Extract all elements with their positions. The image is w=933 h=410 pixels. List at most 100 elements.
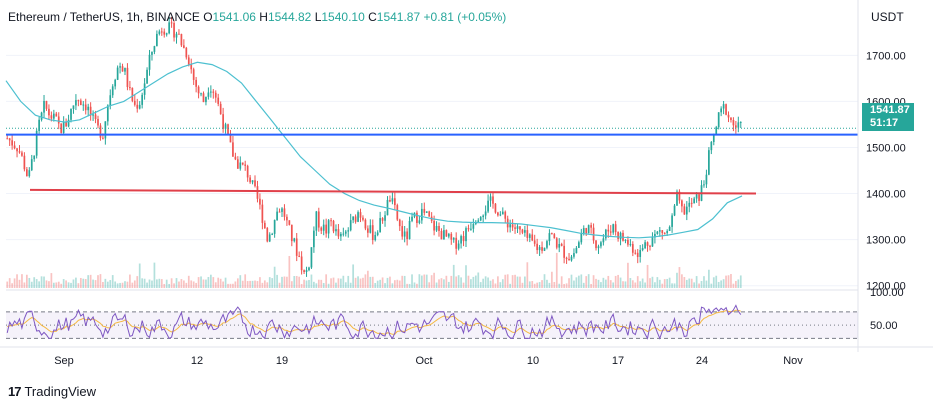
volume-bar [340, 278, 342, 288]
tradingview-logo-icon: 17 [8, 384, 22, 399]
candle-body [340, 233, 342, 237]
candle-body [531, 234, 534, 241]
volume-bar [577, 275, 580, 288]
x-tick-label: 12 [191, 355, 203, 367]
volume-bar [50, 273, 53, 288]
candle-body [423, 208, 426, 213]
candle-body [524, 230, 526, 233]
candle-body [349, 220, 352, 231]
candle-body [222, 114, 224, 129]
candle-body [212, 91, 215, 93]
rsi-tick-label: 50.00 [870, 320, 898, 332]
candle-body [649, 245, 651, 247]
volume-bar [609, 280, 612, 288]
candle-body [666, 231, 669, 234]
volume-bar [666, 278, 669, 288]
volume-bar [109, 280, 112, 288]
volume-bar [627, 262, 629, 288]
candle-body [568, 258, 570, 261]
volume-bar [205, 279, 207, 288]
candle-body [202, 93, 205, 103]
candle-body [77, 100, 80, 102]
candle-body [165, 33, 168, 35]
volume-bar [651, 276, 654, 288]
volume-bar [703, 276, 705, 288]
candle-body [158, 31, 161, 34]
volume-bar [536, 282, 539, 288]
candle-body [219, 103, 222, 115]
volume-bar [254, 280, 256, 288]
rsi-tick-label: 100.00 [870, 287, 904, 299]
candle-body [641, 248, 644, 251]
volume-bar [18, 279, 21, 288]
candle-body [654, 233, 656, 238]
volume-bar [332, 277, 335, 288]
candle-body [151, 51, 153, 55]
candle-body [398, 219, 401, 227]
candle-body [462, 236, 465, 242]
volume-bar [190, 280, 193, 288]
currency-label[interactable]: USDT [871, 10, 904, 24]
volume-bar [467, 275, 470, 288]
volume-bar [214, 282, 217, 288]
volume-bar [116, 283, 119, 288]
volume-bar [209, 274, 212, 288]
candle-body [315, 211, 318, 231]
volume-bar [67, 282, 70, 288]
volume-bar [624, 281, 627, 288]
volume-bar [180, 279, 183, 288]
candle-body [310, 247, 313, 268]
candle-body [440, 230, 443, 240]
candle-body [636, 252, 639, 257]
candle-body [420, 208, 423, 221]
candle-body [526, 230, 529, 238]
volume-bar [310, 274, 313, 288]
volume-bar [129, 274, 131, 288]
candle-body [84, 104, 87, 111]
candle-body [416, 212, 418, 223]
volume-bar [676, 272, 678, 288]
candle-body [278, 211, 281, 213]
symbol-label[interactable]: Ethereum / TetherUS, 1h, BINANCE [8, 10, 200, 24]
candle-body [116, 67, 119, 80]
volume-bar [477, 272, 480, 288]
volume-bar [673, 283, 676, 288]
candle-body [494, 203, 497, 213]
candle-body [563, 245, 565, 258]
volume-bar [246, 281, 249, 288]
volume-bar [440, 278, 443, 288]
candle-body [690, 202, 693, 204]
volume-bar [656, 277, 659, 288]
volume-bar [622, 281, 624, 288]
volume-bar [585, 276, 588, 288]
candle-body [467, 228, 470, 230]
high-label: H [259, 10, 268, 24]
volume-bar [695, 276, 698, 288]
volume-bar [359, 278, 362, 288]
candle-body [678, 191, 681, 201]
candle-body [357, 212, 359, 222]
volume-bar [165, 279, 168, 288]
candle-body [450, 233, 453, 240]
candle-body [263, 222, 266, 229]
volume-bar [236, 278, 239, 288]
low-label: L [314, 10, 322, 24]
volume-bar [617, 274, 619, 288]
candle-body [614, 224, 617, 233]
candle-body [190, 64, 193, 70]
volume-bar [472, 276, 475, 288]
volume-bar [688, 278, 691, 288]
candle-body [320, 227, 323, 231]
volume-bar [487, 277, 489, 288]
candle-body [239, 162, 242, 169]
volume-bar [568, 278, 570, 288]
candle-body [67, 119, 70, 127]
volume-bar [509, 283, 512, 288]
volume-bar [327, 283, 330, 288]
volume-bar [420, 275, 423, 288]
volume-bar [504, 274, 507, 288]
volume-bar [136, 276, 139, 288]
tradingview-brand[interactable]: 17 TradingView [8, 384, 96, 399]
candle-body [715, 127, 718, 134]
